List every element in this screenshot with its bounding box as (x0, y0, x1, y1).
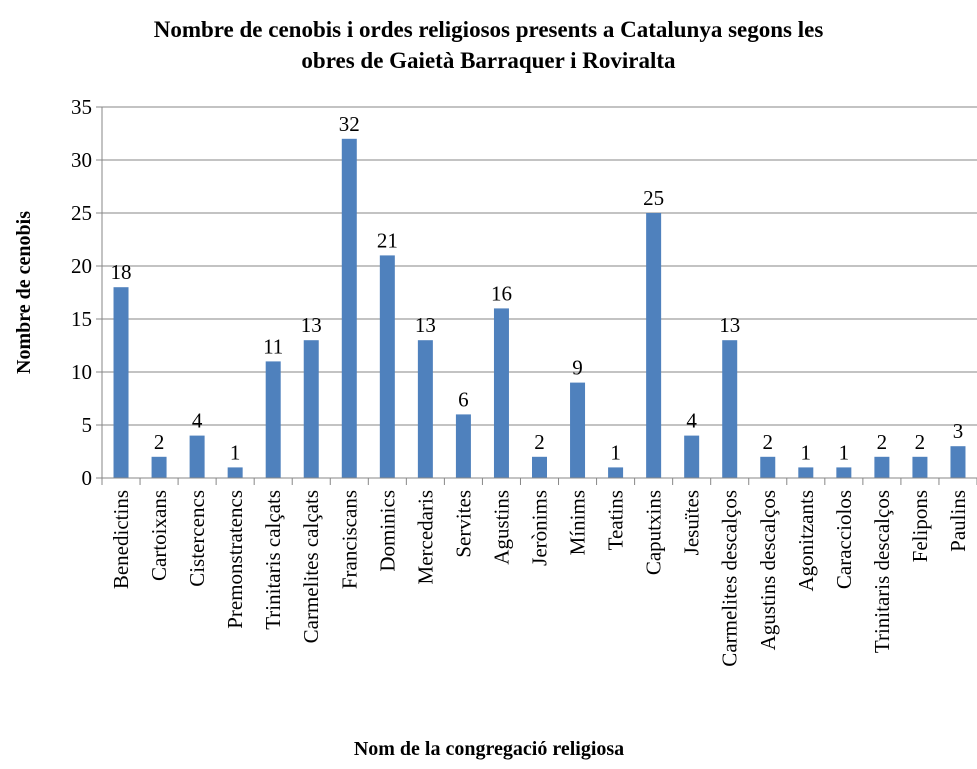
x-tick-label: Premonstratencs (223, 490, 247, 629)
y-tick-label: 5 (82, 413, 93, 437)
x-tick-label: Agonitzants (794, 490, 818, 591)
y-tick-labels: 0 5 10 15 20 25 30 35 (71, 95, 92, 490)
x-tick-label: Dominics (375, 490, 399, 572)
bar (532, 456, 547, 478)
data-label: 2 (534, 430, 545, 454)
x-tick-label: Mínims (566, 490, 590, 555)
bar (265, 361, 281, 478)
data-label: 11 (263, 334, 283, 358)
gridlines (102, 106, 977, 426)
bar (608, 467, 624, 478)
data-label: 32 (339, 112, 360, 136)
x-tick-label: Agustins (489, 490, 513, 565)
data-label: 1 (230, 440, 241, 464)
data-label: 4 (192, 409, 203, 433)
data-label: 4 (686, 409, 697, 433)
x-tick-label: Cartoixans (147, 490, 171, 581)
x-tick-label: Carmelites calçats (299, 490, 323, 643)
bar (113, 287, 129, 478)
data-label: 1 (610, 440, 621, 464)
data-label: 18 (111, 260, 132, 284)
bar (722, 340, 738, 478)
bars (113, 138, 966, 479)
bar (303, 340, 319, 478)
x-tick-label: Jesuïtes (680, 490, 704, 555)
bar (379, 255, 395, 478)
bar (189, 435, 205, 478)
data-label: 2 (763, 430, 774, 454)
y-tick-label: 35 (71, 95, 92, 119)
y-tick-label: 25 (71, 201, 92, 225)
x-tick-label: Caputxins (642, 490, 666, 575)
chart-title: Nombre de cenobis i ordes religiosos pre… (0, 14, 977, 76)
y-tick-label: 30 (71, 148, 92, 172)
x-tick-label: Agustins descalços (756, 490, 780, 650)
bar (798, 467, 814, 478)
x-tick-label: Benedictins (109, 490, 133, 589)
data-label: 2 (915, 430, 926, 454)
x-tick-label: Trinitaris descalços (870, 490, 894, 653)
data-label: 2 (877, 430, 888, 454)
x-tick-label: Felipons (908, 490, 932, 562)
bar (950, 446, 966, 478)
y-axis-title: Nombre de cenobis (13, 211, 35, 374)
data-label: 13 (719, 313, 740, 337)
data-label: 1 (839, 440, 850, 464)
bar (912, 456, 928, 478)
data-label: 1 (801, 440, 812, 464)
x-tick-label: Cistercencs (185, 490, 209, 587)
x-tick-label: Mercedaris (413, 490, 437, 584)
data-label: 6 (458, 387, 469, 411)
bar (493, 308, 509, 478)
x-tick-label: Servites (451, 490, 475, 558)
y-tick-label: 0 (82, 466, 93, 490)
x-tick-label: Teatins (604, 490, 628, 550)
data-label: 13 (415, 313, 436, 337)
data-label: 16 (491, 281, 512, 305)
x-tick-label: Jerònims (528, 490, 552, 566)
bar (227, 467, 243, 478)
bar (341, 138, 357, 479)
x-tick-labels: Benedictins Cartoixans Cistercencs Premonst… (109, 490, 970, 667)
x-tick-label: Paulins (946, 490, 970, 552)
data-label: 21 (377, 228, 398, 252)
bar (455, 414, 471, 478)
y-tick-label: 20 (71, 254, 92, 278)
data-label: 3 (953, 419, 964, 443)
data-label: 2 (154, 430, 165, 454)
data-label: 9 (572, 356, 583, 380)
x-tick-label: Trinitaris calçats (261, 490, 285, 630)
y-tick-label: 15 (71, 307, 92, 331)
bar (874, 456, 890, 478)
bar (760, 456, 776, 478)
bar (684, 435, 700, 478)
x-tick-label: Carmelites descalços (718, 490, 742, 667)
chart-title-line-2: obres de Gaietà Barraquer i Roviralta (301, 48, 676, 73)
bar (646, 213, 662, 478)
bar (417, 340, 433, 478)
x-tick-label: Caracciolos (832, 490, 856, 589)
chart-title-line-1: Nombre de cenobis i ordes religiosos pre… (153, 17, 824, 42)
x-axis-title: Nom de la congregació religiosa (354, 738, 624, 760)
data-label: 13 (301, 313, 322, 337)
y-tick-label: 10 (71, 360, 92, 384)
axes (96, 106, 977, 485)
data-label: 25 (643, 186, 664, 210)
bar (151, 456, 167, 478)
bar (836, 467, 852, 478)
x-tick-label: Franciscans (337, 490, 361, 589)
bar (570, 382, 586, 478)
